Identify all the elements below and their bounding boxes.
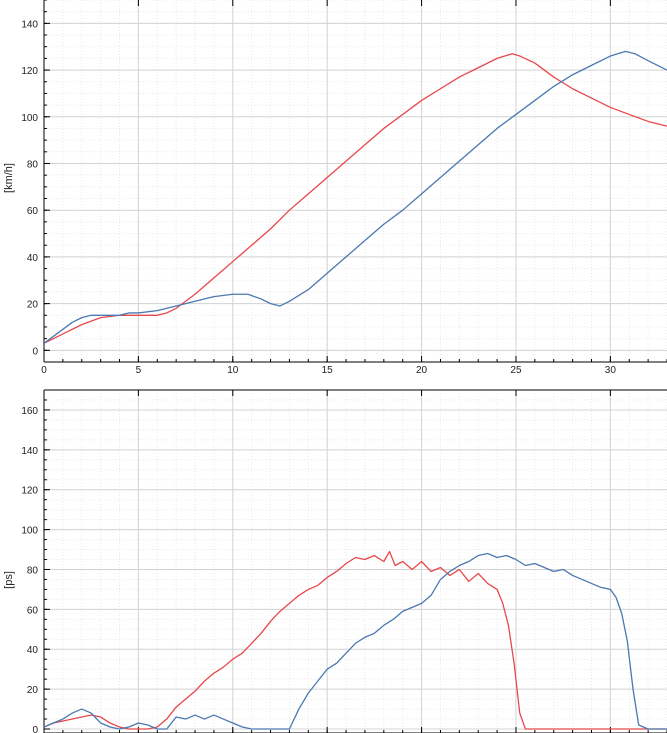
y-axis-label: [km/h]: [3, 163, 15, 193]
power-chart-panel: 0 20 40 60 80 100 120 140 160 [ps]: [3, 389, 667, 733]
series-line-blue: [44, 552, 667, 730]
y-tick-label: 80: [27, 565, 39, 576]
y-tick-label: 100: [21, 113, 38, 124]
x-tick-label: 15: [322, 365, 334, 376]
y-axis-label: [ps]: [3, 571, 15, 589]
y-tick-label: 140: [21, 19, 38, 30]
x-tick-label: 10: [227, 365, 239, 376]
x-tick-label: 30: [605, 365, 617, 376]
x-tick-label: 0: [41, 365, 47, 376]
y-tick-label: 40: [27, 253, 39, 264]
speed-chart-panel: 0 20 40 60 80 100 120 140 0 5 10 15 20 25 30 [km/h]: [3, 0, 667, 376]
y-tick-label: 160: [21, 406, 38, 417]
y-tick-label: 60: [27, 605, 39, 616]
y-tick-label: 0: [32, 725, 38, 733]
y-tick-label: 100: [21, 526, 38, 537]
y-tick-label: 140: [21, 446, 38, 457]
y-tick-label: 0: [32, 346, 38, 357]
y-tick-label: 120: [21, 486, 38, 497]
y-tick-label: 20: [27, 685, 39, 696]
x-tick-label: 5: [136, 365, 142, 376]
x-tick-label: 20: [416, 365, 428, 376]
series-line-blue: [44, 50, 667, 344]
y-tick-label: 120: [21, 66, 38, 77]
series-line-red: [44, 53, 667, 344]
x-tick-label: 25: [510, 365, 522, 376]
y-tick-label: 60: [27, 206, 39, 217]
y-tick-label: 40: [27, 645, 39, 656]
y-tick-label: 20: [27, 300, 39, 311]
series-line-red: [44, 550, 667, 730]
y-tick-label: 80: [27, 159, 39, 170]
